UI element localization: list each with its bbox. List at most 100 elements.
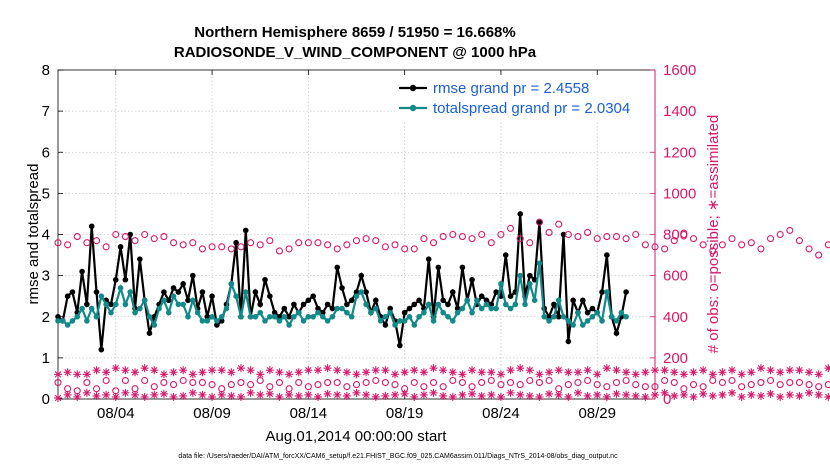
obs_assimilated_low-point-stroke (574, 389, 582, 397)
obs_possible_low-point (593, 381, 601, 389)
obs_assimilated_low-point (391, 390, 400, 399)
obs_possible-point (612, 233, 621, 241)
totalspread-point (276, 318, 283, 324)
obs_assimilated_low-point-stroke (295, 392, 302, 400)
x-tick-label: 08/14 (290, 405, 328, 422)
obs_assimilated-point (439, 366, 448, 375)
rmse-point (411, 301, 418, 308)
rmse-point (93, 289, 100, 295)
totalspread-point (146, 313, 153, 320)
obs_assimilated_low-point-stroke (690, 393, 697, 401)
obs_assimilated_low-point-stroke (555, 391, 562, 399)
obs_assimilated-point (496, 370, 505, 379)
obs_assimilated-point (651, 366, 659, 375)
rmse-point (449, 289, 456, 295)
obs_assimilated-point-stroke (468, 366, 476, 374)
obs_assimilated_low-point (795, 391, 804, 400)
obs_assimilated_low-point-stroke (285, 391, 293, 399)
rmse-point (161, 289, 167, 295)
obs_assimilated_low-point-stroke (401, 390, 408, 398)
obs_possible_low-point (487, 376, 495, 385)
obs_assimilated-point-stroke (825, 365, 830, 372)
obs_assimilated_low-point (439, 391, 448, 400)
obs_assimilated-point (111, 364, 120, 373)
obs_assimilated-point-stroke (324, 364, 331, 372)
obs_possible_low-point (275, 378, 284, 387)
chart-title-line2: RADIOSONDE_V_WIND_COMPONENT @ 1000 hPa (174, 44, 537, 61)
totalspread-point (406, 313, 413, 320)
rmse-point (551, 301, 557, 308)
totalspread-point (599, 318, 605, 324)
obs_possible_low-point (689, 381, 698, 389)
obs_possible_low-point (718, 378, 726, 387)
rmse-point (271, 309, 278, 316)
obs_assimilated_low-point-stroke (170, 393, 177, 401)
obs_assimilated-point (516, 364, 525, 373)
y-left-tick-label: 8 (42, 62, 50, 79)
obs_possible_low-point (805, 381, 813, 389)
obs_assimilated_low-point-stroke (266, 390, 274, 398)
obs_assimilated-point-stroke (179, 366, 187, 374)
obs_assimilated-point-stroke (391, 371, 399, 378)
obs_assimilated-point-stroke (622, 369, 630, 376)
obs_assimilated_low-point (419, 390, 428, 399)
obs_assimilated_low-point-stroke (651, 391, 659, 399)
obs_assimilated-point (785, 366, 794, 375)
obs_assimilated-point (747, 368, 756, 377)
rmse-point (440, 297, 446, 304)
obs_assimilated-point (699, 366, 708, 375)
obs_possible-point (795, 237, 803, 245)
rmse-point (387, 305, 394, 312)
obs_possible_low-point (468, 383, 476, 391)
obs_assimilated_low-point-stroke (584, 392, 591, 400)
obs_assimilated_low-point (159, 389, 168, 398)
rmse-point (310, 293, 316, 299)
obs_assimilated_low-point (285, 390, 294, 399)
obs_assimilated_low-point-stroke (488, 391, 495, 399)
totalspread-point (579, 322, 586, 328)
rmse-point (599, 289, 605, 295)
rmse-point (435, 264, 442, 271)
obs_assimilated-point-stroke (661, 366, 668, 374)
obs_assimilated-point-stroke (671, 369, 678, 376)
obs_possible_low-point (295, 378, 303, 387)
totalspread-point (242, 289, 249, 295)
obs_possible_low-point (169, 381, 178, 389)
obs_assimilated_low-point-stroke (632, 392, 639, 400)
obs_assimilated-point-stroke (680, 371, 688, 378)
totalspread-point (180, 301, 186, 308)
obs_assimilated_low-point (602, 392, 611, 401)
obs_assimilated-point (246, 366, 255, 375)
obs_assimilated-point-stroke (507, 366, 514, 374)
obs_possible-point (285, 245, 293, 253)
obs_assimilated_low-point (140, 392, 149, 401)
obs_possible-point (410, 245, 418, 253)
obs_assimilated_low-point-stroke (439, 392, 447, 400)
totalspread-point (604, 289, 610, 295)
obs_assimilated_low-point (468, 389, 477, 398)
obs_assimilated-point-stroke (295, 369, 302, 376)
obs_possible-point (169, 239, 178, 247)
obs_assimilated-point (468, 366, 477, 375)
obs_assimilated-point (381, 366, 390, 375)
rmse-point (117, 244, 124, 250)
rmse-point (502, 252, 509, 258)
rmse-point (305, 297, 312, 304)
obs_possible_low-point (92, 385, 101, 393)
totalspread-point (551, 313, 557, 320)
obs_possible_low-point (247, 381, 255, 389)
obs_possible-point (487, 239, 495, 247)
y-left-tick-label: 0 (42, 391, 50, 408)
y-right-tick-label: 800 (663, 227, 688, 244)
totalspread-point (175, 301, 182, 308)
obs_possible-point (776, 230, 784, 239)
rmse-point (98, 346, 105, 353)
obs_assimilated-point-stroke (208, 366, 216, 374)
obs_assimilated_low-point (169, 392, 178, 401)
totalspread-point (382, 313, 389, 320)
obs_assimilated_low-point (208, 392, 217, 401)
obs_assimilated-point-stroke (83, 371, 91, 378)
totalspread-point (300, 318, 307, 324)
totalspread-point (377, 318, 384, 324)
y-axis-left-label: rmse and totalspread (25, 164, 42, 305)
